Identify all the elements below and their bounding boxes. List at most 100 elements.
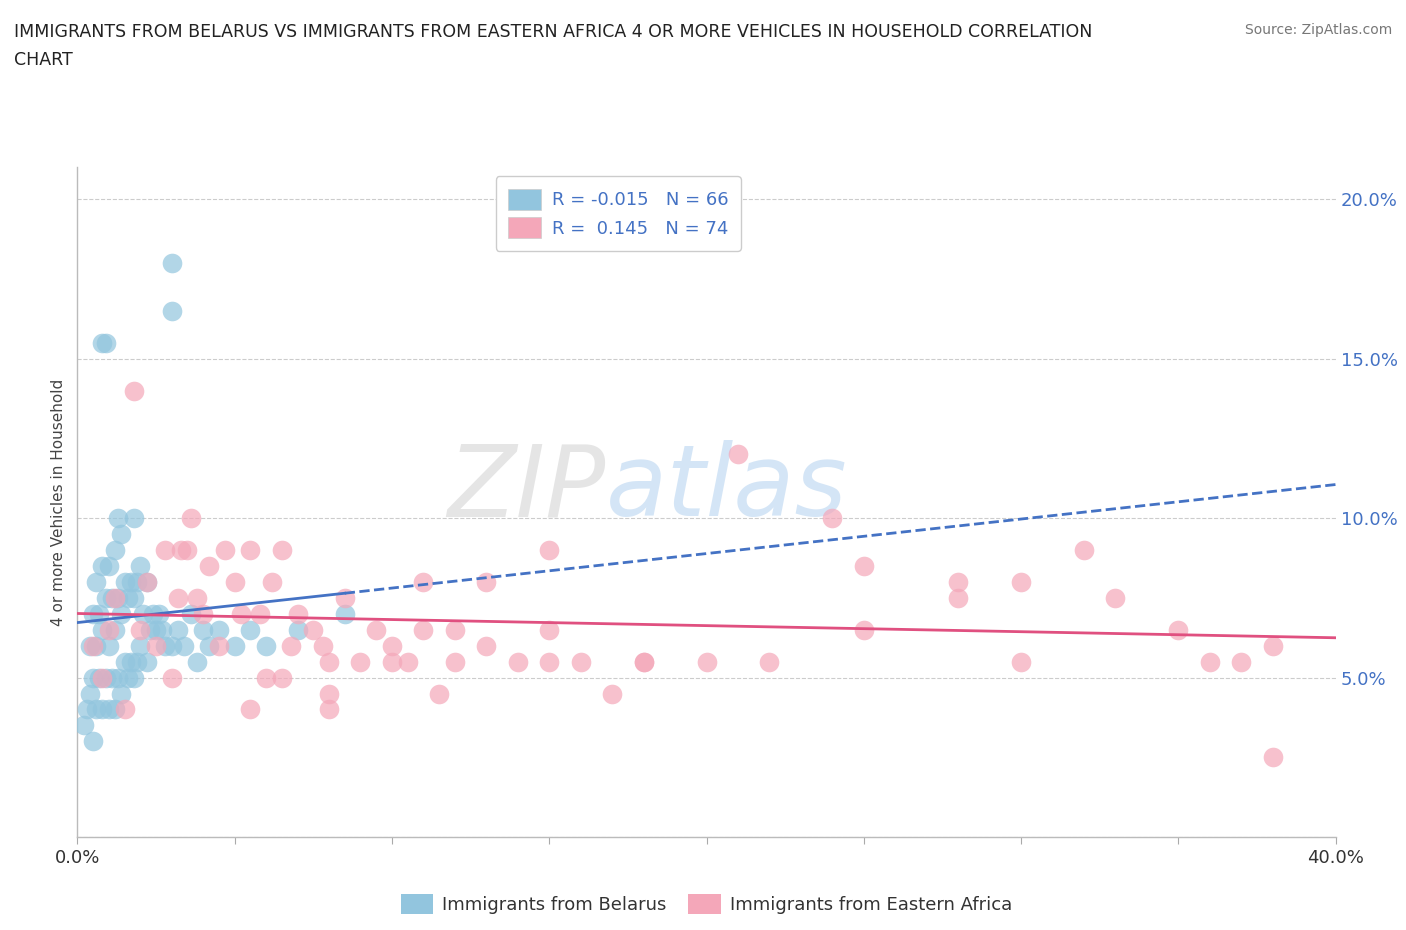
Point	[84, 702, 107, 717]
Point	[160, 303, 183, 318]
Point	[224, 638, 246, 653]
Point	[198, 559, 221, 574]
Point	[318, 654, 340, 669]
Point	[287, 606, 309, 621]
Point	[270, 671, 292, 685]
Point	[538, 542, 561, 557]
Point	[150, 622, 173, 637]
Point	[120, 654, 142, 669]
Point	[94, 591, 117, 605]
Point	[254, 671, 277, 685]
Point	[127, 654, 149, 669]
Point	[135, 654, 157, 669]
Point	[1104, 591, 1126, 605]
Text: CHART: CHART	[14, 51, 73, 69]
Point	[852, 559, 875, 574]
Point	[94, 671, 117, 685]
Point	[381, 654, 404, 669]
Point	[148, 606, 170, 621]
Text: ZIP: ZIP	[447, 440, 606, 538]
Point	[208, 622, 231, 637]
Point	[427, 686, 450, 701]
Point	[312, 638, 335, 653]
Point	[167, 591, 190, 605]
Point	[101, 671, 124, 685]
Point	[160, 671, 183, 685]
Point	[1261, 750, 1284, 764]
Point	[142, 606, 165, 621]
Point	[214, 542, 236, 557]
Text: IMMIGRANTS FROM BELARUS VS IMMIGRANTS FROM EASTERN AFRICA 4 OR MORE VEHICLES IN : IMMIGRANTS FROM BELARUS VS IMMIGRANTS FR…	[14, 23, 1092, 41]
Point	[145, 638, 167, 653]
Point	[110, 606, 132, 621]
Point	[82, 606, 104, 621]
Point	[138, 622, 160, 637]
Point	[1010, 575, 1032, 590]
Point	[117, 671, 139, 685]
Point	[349, 654, 371, 669]
Point	[160, 256, 183, 271]
Point	[145, 622, 167, 637]
Point	[91, 671, 114, 685]
Point	[224, 575, 246, 590]
Point	[821, 511, 844, 525]
Point	[249, 606, 271, 621]
Point	[198, 638, 221, 653]
Point	[97, 559, 120, 574]
Point	[79, 686, 101, 701]
Point	[333, 606, 356, 621]
Point	[444, 654, 467, 669]
Point	[239, 622, 262, 637]
Point	[538, 654, 561, 669]
Point	[97, 638, 120, 653]
Point	[107, 511, 129, 525]
Point	[302, 622, 325, 637]
Point	[412, 622, 434, 637]
Point	[104, 542, 127, 557]
Y-axis label: 4 or more Vehicles in Household: 4 or more Vehicles in Household	[51, 379, 66, 626]
Point	[318, 702, 340, 717]
Point	[191, 606, 215, 621]
Point	[538, 622, 561, 637]
Point	[396, 654, 419, 669]
Point	[129, 638, 152, 653]
Point	[114, 654, 136, 669]
Point	[94, 336, 117, 351]
Point	[82, 734, 104, 749]
Point	[110, 526, 132, 541]
Point	[91, 622, 114, 637]
Point	[366, 622, 388, 637]
Point	[122, 511, 145, 525]
Point	[475, 575, 498, 590]
Point	[381, 638, 404, 653]
Point	[82, 638, 104, 653]
Point	[1073, 542, 1095, 557]
Point	[1198, 654, 1220, 669]
Point	[948, 591, 970, 605]
Point	[287, 622, 309, 637]
Point	[318, 686, 340, 701]
Point	[120, 575, 142, 590]
Point	[82, 671, 104, 685]
Point	[239, 542, 262, 557]
Point	[104, 591, 127, 605]
Point	[186, 591, 208, 605]
Point	[97, 702, 120, 717]
Point	[270, 542, 292, 557]
Point	[79, 638, 101, 653]
Point	[948, 575, 970, 590]
Point	[117, 591, 139, 605]
Point	[696, 654, 718, 669]
Point	[129, 559, 152, 574]
Point	[76, 702, 98, 717]
Point	[122, 383, 145, 398]
Point	[1230, 654, 1253, 669]
Point	[91, 702, 114, 717]
Point	[333, 591, 356, 605]
Point	[107, 591, 129, 605]
Point	[104, 702, 127, 717]
Point	[104, 622, 127, 637]
Point	[506, 654, 529, 669]
Point	[155, 638, 177, 653]
Point	[72, 718, 94, 733]
